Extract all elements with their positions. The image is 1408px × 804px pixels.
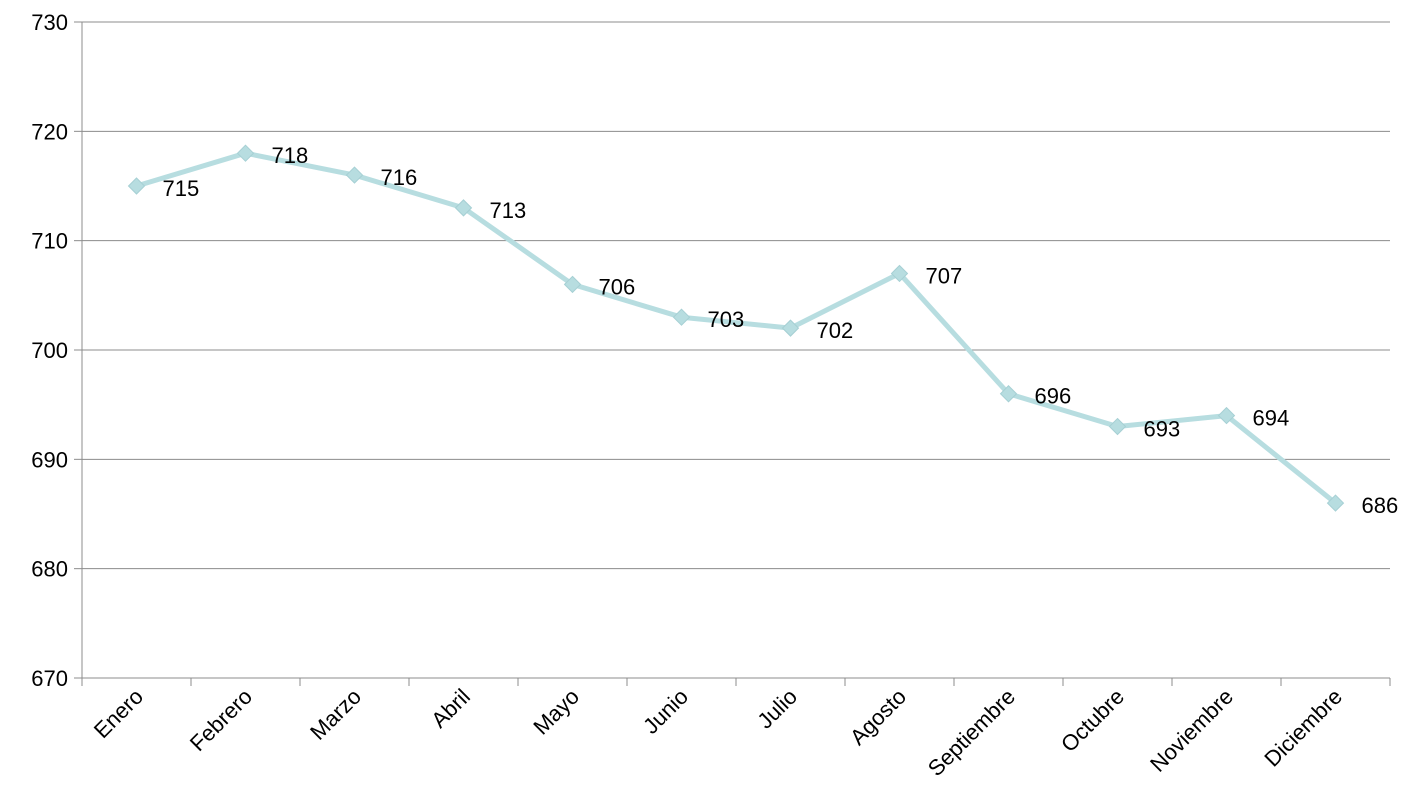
- data-label: 707: [926, 263, 963, 288]
- data-labels: 715 718 716 713 706 703 702 707 696 693 694 686: [163, 143, 1399, 518]
- data-point-marker: [1108, 417, 1127, 436]
- gridlines: [82, 21, 1390, 570]
- axes: [74, 21, 1391, 686]
- x-tick-label: Febrero: [185, 684, 257, 756]
- y-tick-label: 670: [31, 666, 68, 691]
- data-label: 713: [490, 198, 527, 223]
- data-label: 715: [163, 176, 200, 201]
- data-label: 718: [272, 143, 309, 168]
- x-tick-label: Noviembre: [1145, 684, 1238, 777]
- data-label: 706: [599, 274, 636, 299]
- data-point-marker: [672, 308, 691, 326]
- series-markers: [127, 144, 1345, 512]
- data-label: 696: [1035, 384, 1072, 409]
- data-point-marker: [127, 177, 146, 195]
- data-point-marker: [236, 144, 255, 162]
- x-tick-label: Octubre: [1056, 684, 1129, 757]
- data-point-marker: [890, 264, 909, 283]
- data-label: 693: [1144, 417, 1181, 442]
- x-tick-label: Agosto: [845, 684, 911, 750]
- y-tick-label: 680: [31, 557, 68, 582]
- x-tick-label: Enero: [89, 684, 148, 743]
- x-tick-label: Mayo: [528, 684, 584, 740]
- x-tick-label: Septiembre: [923, 684, 1020, 781]
- data-point-marker: [563, 275, 582, 294]
- series-line: [134, 150, 1338, 506]
- x-tick-label: Junio: [638, 684, 693, 739]
- data-point-marker: [345, 166, 364, 184]
- y-tick-label: 730: [31, 10, 68, 35]
- data-point-marker: [1326, 494, 1345, 512]
- x-tick-label: Diciembre: [1259, 684, 1347, 772]
- y-tick-label: 690: [31, 447, 68, 472]
- x-tick-label: Abril: [426, 684, 475, 733]
- x-tick-label: Marzo: [305, 684, 366, 745]
- y-axis-tick-labels: 670 680 690 700 710 720 730: [31, 10, 68, 691]
- x-axis-tick-labels: Enero Febrero Marzo Abril Mayo Junio Julio Agos…: [89, 684, 1347, 781]
- data-point-marker: [454, 199, 473, 217]
- data-label: 703: [708, 307, 745, 332]
- data-point-marker: [781, 319, 800, 337]
- y-tick-label: 720: [31, 119, 68, 144]
- y-tick-label: 710: [31, 229, 68, 254]
- data-label: 686: [1362, 493, 1399, 518]
- data-point-marker: [999, 385, 1018, 403]
- x-tick-label: Julio: [752, 684, 802, 734]
- data-label: 716: [381, 165, 418, 190]
- series-line-path: [134, 150, 1338, 506]
- y-tick-label: 700: [31, 338, 68, 363]
- data-label: 702: [817, 318, 854, 343]
- data-point-marker: [1217, 406, 1236, 425]
- data-label: 694: [1253, 406, 1290, 431]
